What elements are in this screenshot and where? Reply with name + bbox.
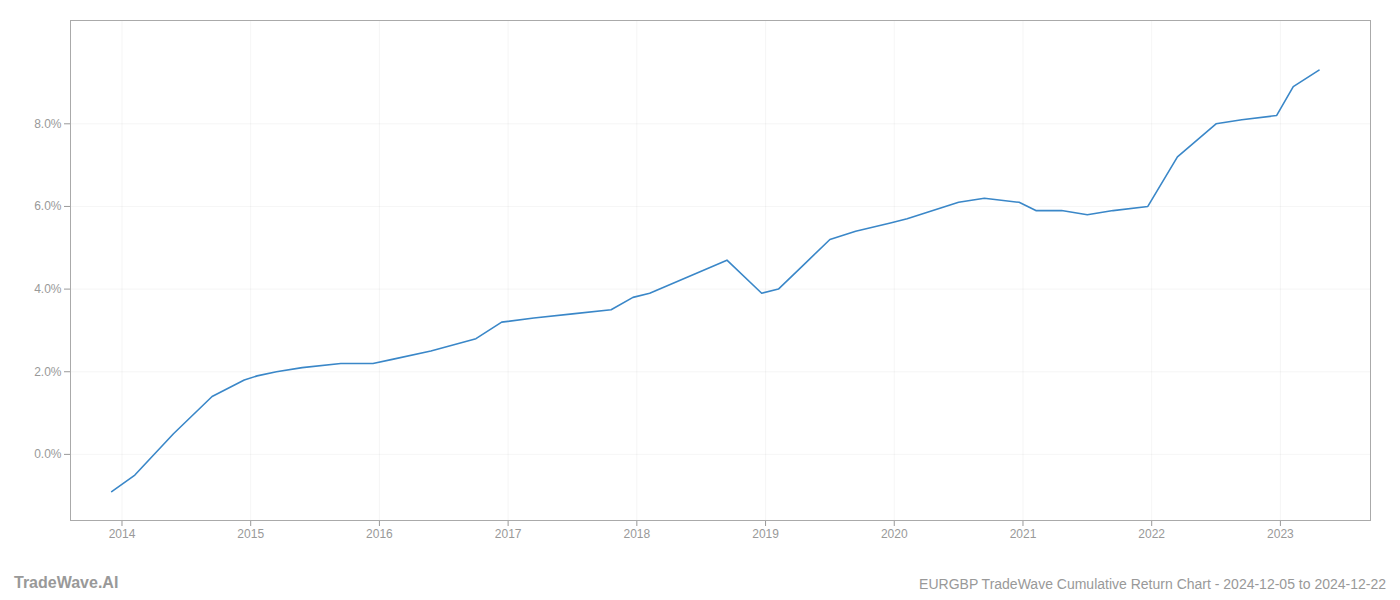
svg-text:2020: 2020 — [881, 527, 908, 541]
svg-text:2022: 2022 — [1138, 527, 1165, 541]
svg-text:2014: 2014 — [109, 527, 136, 541]
svg-text:2015: 2015 — [237, 527, 264, 541]
svg-text:0.0%: 0.0% — [34, 447, 62, 461]
svg-text:2017: 2017 — [495, 527, 522, 541]
svg-text:2018: 2018 — [623, 527, 650, 541]
svg-text:2023: 2023 — [1267, 527, 1294, 541]
svg-text:2016: 2016 — [366, 527, 393, 541]
svg-text:2021: 2021 — [1010, 527, 1037, 541]
html-text:EURGBP TradeWave Cumulative Re: EURGBP TradeWave Cumulative Return Chart… — [919, 576, 1386, 592]
svg-text:6.0%: 6.0% — [34, 199, 62, 213]
svg-text:2.0%: 2.0% — [34, 365, 62, 379]
svg-text:2019: 2019 — [752, 527, 779, 541]
svg-text:8.0%: 8.0% — [34, 117, 62, 131]
html-text:TradeWave.AI: TradeWave.AI — [14, 574, 119, 591]
svg-text:4.0%: 4.0% — [34, 282, 62, 296]
